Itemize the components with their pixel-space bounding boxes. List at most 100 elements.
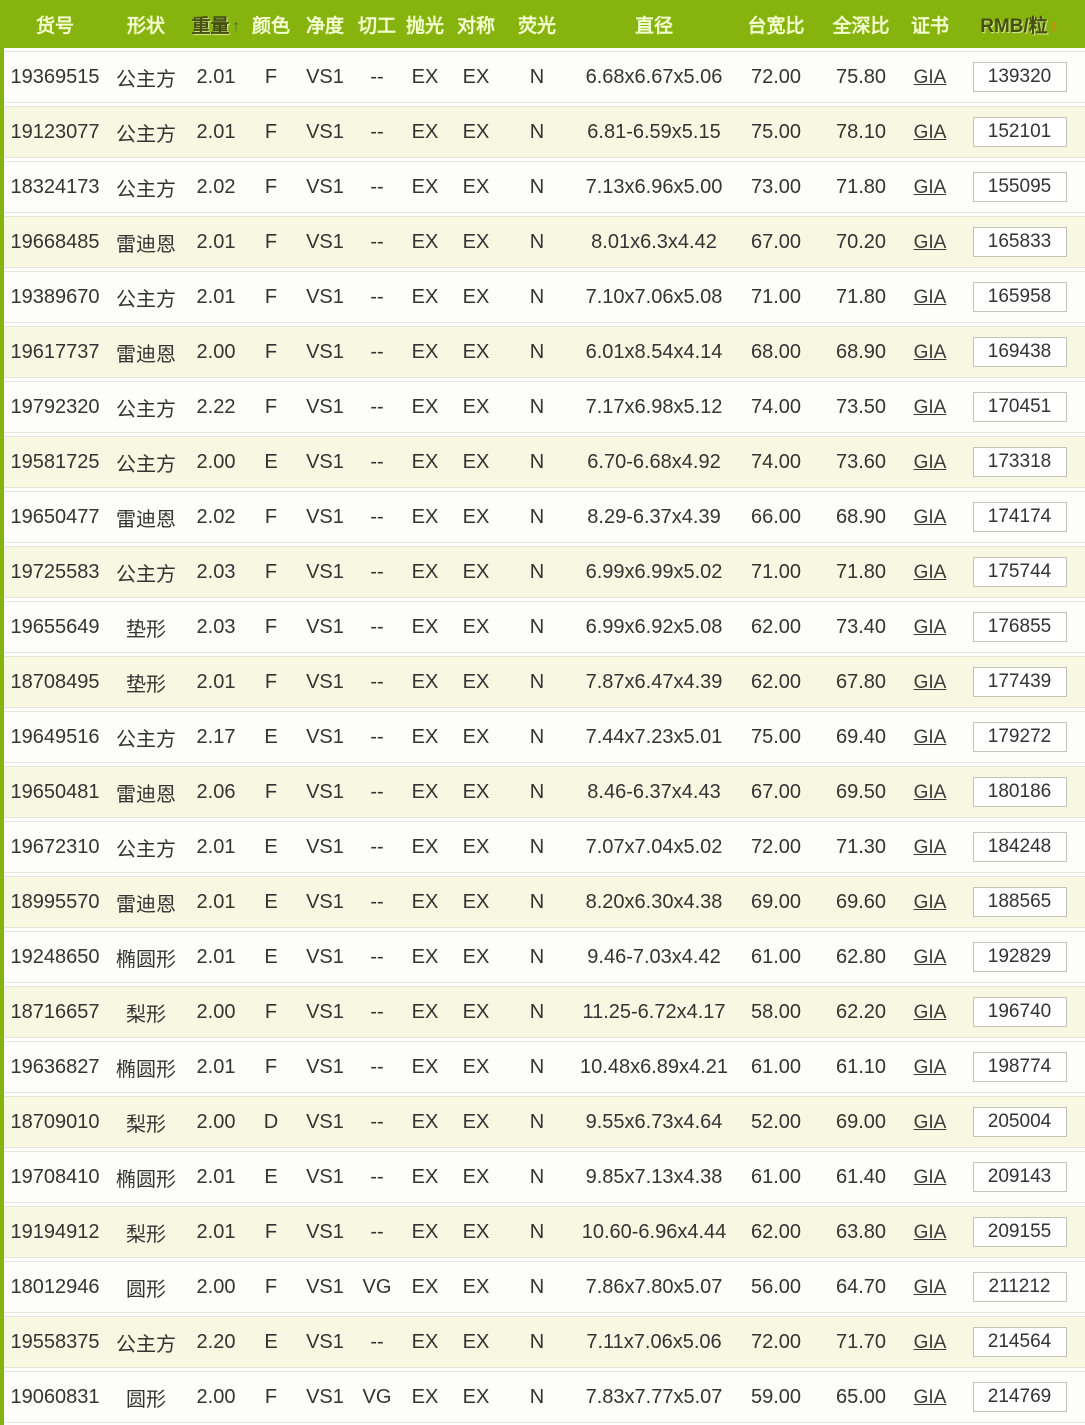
cell-polish: EX <box>400 161 450 213</box>
gia-cert-link[interactable]: GIA <box>913 891 947 913</box>
cell-depth-ratio: 69.40 <box>816 711 906 763</box>
table-row: 19649516 公主方 2.17 E VS1 -- EX EX N 7.44x… <box>4 711 1085 763</box>
gia-cert-link[interactable]: GIA <box>913 121 947 143</box>
cell-weight: 2.22 <box>186 381 246 433</box>
cell-polish: EX <box>400 491 450 543</box>
price-input[interactable] <box>972 612 1067 642</box>
price-input[interactable] <box>972 722 1067 752</box>
price-input[interactable] <box>972 447 1067 477</box>
cell-shape: 垫形 <box>106 601 186 653</box>
table-row: 19248650 椭圆形 2.01 E VS1 -- EX EX N 9.46-… <box>4 931 1085 983</box>
price-input[interactable] <box>972 1162 1067 1192</box>
cell-cut: -- <box>354 656 400 708</box>
price-input[interactable] <box>972 1327 1067 1357</box>
gia-cert-link[interactable]: GIA <box>913 671 947 693</box>
gia-cert-link[interactable]: GIA <box>913 781 947 803</box>
gia-cert-link[interactable]: GIA <box>913 1221 947 1243</box>
gia-cert-link[interactable]: GIA <box>913 1001 947 1023</box>
cell-clarity: VS1 <box>296 1041 354 1093</box>
cell-polish: EX <box>400 1316 450 1368</box>
price-input[interactable] <box>972 1217 1067 1247</box>
price-input[interactable] <box>972 887 1067 917</box>
column-header-fluorescence[interactable]: 荧光 <box>502 0 572 48</box>
column-header-label: 荧光 <box>517 15 556 37</box>
cell-fluorescence: N <box>502 51 572 103</box>
cell-diameter: 7.13x6.96x5.00 <box>572 161 736 213</box>
price-input[interactable] <box>972 997 1067 1027</box>
gia-cert-link[interactable]: GIA <box>913 1386 947 1408</box>
cell-price <box>954 436 1085 488</box>
price-input[interactable] <box>972 337 1067 367</box>
gia-cert-link[interactable]: GIA <box>913 341 947 363</box>
column-header-cut[interactable]: 切工 <box>354 0 400 48</box>
price-input[interactable] <box>972 1382 1067 1412</box>
price-input[interactable] <box>972 227 1067 257</box>
column-header-shape[interactable]: 形状 <box>106 0 186 48</box>
cell-weight: 2.01 <box>186 271 246 323</box>
column-header-weight[interactable]: 重量 ↑ <box>186 0 246 48</box>
cell-item-no: 19672310 <box>4 821 106 873</box>
cell-fluorescence: N <box>502 931 572 983</box>
gia-cert-link[interactable]: GIA <box>913 66 947 88</box>
price-input[interactable] <box>972 117 1067 147</box>
table-body: 19369515 公主方 2.01 F VS1 -- EX EX N 6.68x… <box>4 51 1085 1423</box>
gia-cert-link[interactable]: GIA <box>913 1166 947 1188</box>
gia-cert-link[interactable]: GIA <box>913 836 947 858</box>
column-header-cert[interactable]: 证书 <box>906 0 954 48</box>
price-input[interactable] <box>972 172 1067 202</box>
cell-fluorescence: N <box>502 216 572 268</box>
cell-symmetry: EX <box>450 106 502 158</box>
gia-cert-link[interactable]: GIA <box>913 946 947 968</box>
gia-cert-link[interactable]: GIA <box>913 1331 947 1353</box>
gia-cert-link[interactable]: GIA <box>913 176 947 198</box>
price-input[interactable] <box>972 1052 1067 1082</box>
cell-shape: 雷迪恩 <box>106 491 186 543</box>
column-header-polish[interactable]: 抛光 <box>400 0 450 48</box>
column-header-depth_ratio[interactable]: 全深比 <box>816 0 906 48</box>
gia-cert-link[interactable]: GIA <box>913 1056 947 1078</box>
price-input[interactable] <box>972 282 1067 312</box>
gia-cert-link[interactable]: GIA <box>913 451 947 473</box>
price-input[interactable] <box>972 832 1067 862</box>
column-header-price[interactable]: RMB/粒 ↑ <box>954 0 1085 48</box>
price-input[interactable] <box>972 1107 1067 1137</box>
gia-cert-link[interactable]: GIA <box>913 286 947 308</box>
cell-weight: 2.00 <box>186 986 246 1038</box>
price-input[interactable] <box>972 942 1067 972</box>
gia-cert-link[interactable]: GIA <box>913 561 947 583</box>
gia-cert-link[interactable]: GIA <box>913 726 947 748</box>
column-header-clarity[interactable]: 净度 <box>296 0 354 48</box>
cell-color: F <box>246 326 296 378</box>
cell-clarity: VS1 <box>296 106 354 158</box>
gia-cert-link[interactable]: GIA <box>913 1276 947 1298</box>
cell-shape: 公主方 <box>106 161 186 213</box>
cell-price <box>954 931 1085 983</box>
cell-symmetry: EX <box>450 766 502 818</box>
gia-cert-link[interactable]: GIA <box>913 231 947 253</box>
price-input[interactable] <box>972 62 1067 92</box>
column-header-color[interactable]: 颜色 <box>246 0 296 48</box>
cell-cut: -- <box>354 491 400 543</box>
price-input[interactable] <box>972 667 1067 697</box>
price-input[interactable] <box>972 1272 1067 1302</box>
cell-item-no: 19194912 <box>4 1206 106 1258</box>
price-input[interactable] <box>972 777 1067 807</box>
column-header-item_no[interactable]: 货号 <box>4 0 106 48</box>
price-input[interactable] <box>972 502 1067 532</box>
column-header-symmetry[interactable]: 对称 <box>450 0 502 48</box>
column-header-label: 切工 <box>357 15 396 37</box>
cell-item-no: 18709010 <box>4 1096 106 1148</box>
column-header-diameter[interactable]: 直径 <box>572 0 736 48</box>
gia-cert-link[interactable]: GIA <box>913 1111 947 1133</box>
gia-cert-link[interactable]: GIA <box>913 616 947 638</box>
cell-weight: 2.01 <box>186 656 246 708</box>
column-header-label: 形状 <box>126 15 165 37</box>
cell-depth-ratio: 67.80 <box>816 656 906 708</box>
cell-polish: EX <box>400 711 450 763</box>
gia-cert-link[interactable]: GIA <box>913 396 947 418</box>
cell-symmetry: EX <box>450 161 502 213</box>
gia-cert-link[interactable]: GIA <box>913 506 947 528</box>
column-header-table_ratio[interactable]: 台宽比 <box>736 0 816 48</box>
price-input[interactable] <box>972 557 1067 587</box>
price-input[interactable] <box>972 392 1067 422</box>
